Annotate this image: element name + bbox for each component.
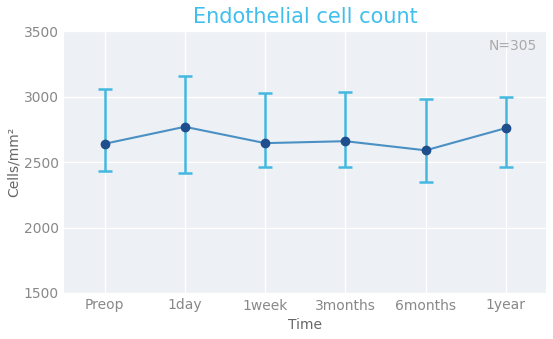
Text: N=305: N=305 bbox=[488, 39, 536, 53]
Title: Endothelial cell count: Endothelial cell count bbox=[193, 7, 418, 27]
X-axis label: Time: Time bbox=[288, 318, 322, 332]
Y-axis label: Cells/mm²: Cells/mm² bbox=[7, 127, 21, 197]
